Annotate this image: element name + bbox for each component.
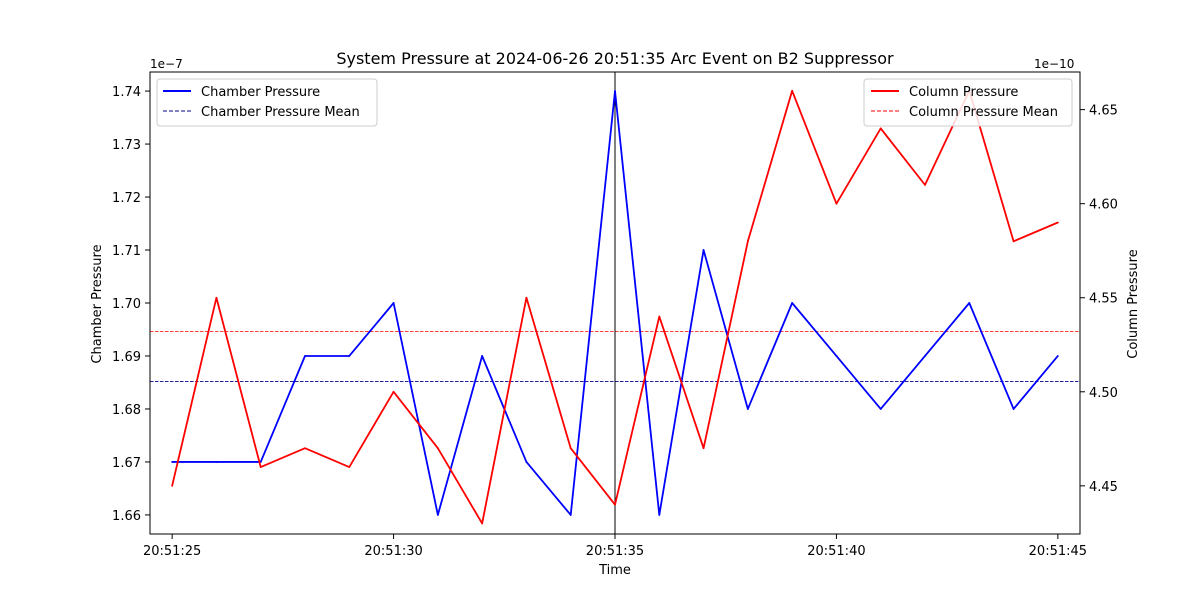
legend-label-chamber-pressure: Chamber Pressure [201, 85, 320, 100]
data-point-chamber-pressure [215, 461, 218, 463]
left-y-tick-label: 1.72 [112, 191, 141, 206]
right-y-tick-label: 4.60 [1089, 198, 1118, 213]
data-point-column-pressure [614, 503, 616, 506]
data-point-column-pressure [259, 466, 262, 468]
right-y-axis-label: Column Pressure [1126, 249, 1141, 358]
data-point-chamber-pressure [614, 90, 616, 92]
x-tick-label: 20:51:45 [1029, 544, 1087, 559]
data-point-column-pressure [746, 240, 749, 243]
data-point-chamber-pressure [481, 355, 484, 357]
right-y-tick-label: 4.50 [1089, 386, 1118, 401]
right-y-tick-label: 4.45 [1089, 480, 1118, 495]
data-point-chamber-pressure [658, 514, 661, 516]
data-point-chamber-pressure [304, 355, 306, 357]
right-y-tick-label: 4.65 [1089, 104, 1118, 119]
left-y-tick-label: 1.69 [112, 350, 141, 365]
data-point-chamber-pressure [746, 408, 749, 410]
data-point-chamber-pressure [171, 461, 174, 463]
data-point-chamber-pressure [348, 355, 351, 357]
left-y-tick-label: 1.73 [112, 138, 141, 153]
x-tick-label: 20:51:25 [143, 544, 201, 559]
data-point-column-pressure [879, 127, 882, 130]
legend-label-column-pressure-mean: Column Pressure Mean [909, 105, 1058, 120]
legend-label-chamber-pressure-mean: Chamber Pressure Mean [201, 105, 360, 120]
left-scale-label: 1e−7 [150, 57, 183, 71]
left-y-tick-label: 1.67 [112, 456, 141, 471]
left-y-tick-label: 1.68 [112, 403, 141, 418]
data-point-column-pressure [481, 522, 484, 525]
x-axis-label: Time [598, 563, 631, 578]
legend-left-frame [156, 78, 378, 127]
right-y-tick-label: 4.55 [1089, 292, 1118, 307]
x-tick-label: 20:51:30 [364, 544, 422, 559]
data-point-chamber-pressure [1012, 408, 1015, 410]
legend-right: Column Pressure Column Pressure Mean [863, 78, 1073, 127]
data-point-chamber-pressure [1056, 355, 1059, 357]
data-point-chamber-pressure [791, 302, 794, 304]
left-y-axis-label: Chamber Pressure [90, 244, 105, 363]
data-point-column-pressure [791, 89, 794, 92]
right-scale-label: 1e−10 [1034, 57, 1074, 71]
data-point-column-pressure [1056, 221, 1059, 224]
axes: 20:51:25 20:51:30 20:51:35 20:51:40 20:51:45… [112, 71, 1118, 559]
data-point-chamber-pressure [525, 461, 528, 463]
data-point-column-pressure [702, 447, 705, 450]
data-point-chamber-pressure [569, 514, 572, 516]
legend-right-frame [863, 78, 1073, 127]
legend-left: Chamber Pressure Chamber Pressure Mean [156, 78, 378, 127]
data-point-chamber-pressure [436, 514, 439, 516]
data-point-chamber-pressure [879, 408, 882, 410]
data-point-column-pressure [1012, 240, 1015, 243]
data-point-column-pressure [392, 390, 395, 393]
left-y-tick-label: 1.74 [112, 85, 141, 100]
left-y-tick-label: 1.70 [112, 297, 141, 312]
x-tick-label: 20:51:40 [807, 544, 865, 559]
legend-label-column-pressure: Column Pressure [909, 85, 1018, 100]
data-point-column-pressure [304, 447, 306, 450]
left-y-tick-label: 1.66 [112, 509, 141, 524]
data-point-column-pressure [171, 484, 174, 487]
data-point-chamber-pressure [924, 355, 926, 357]
left-y-tick-label: 1.71 [112, 244, 141, 259]
data-point-column-pressure [569, 447, 572, 450]
x-tick-label: 20:51:35 [586, 544, 644, 559]
plot-area [150, 72, 1080, 534]
data-point-column-pressure [658, 315, 661, 318]
data-point-column-pressure [835, 202, 838, 205]
data-point-chamber-pressure [392, 302, 395, 304]
data-point-chamber-pressure [835, 355, 838, 357]
data-point-column-pressure [348, 466, 351, 468]
data-point-chamber-pressure [968, 302, 971, 304]
data-point-column-pressure [525, 296, 528, 299]
data-point-column-pressure [215, 296, 218, 299]
data-point-chamber-pressure [702, 249, 705, 251]
data-point-column-pressure [924, 183, 926, 186]
data-point-column-pressure [436, 447, 439, 450]
chart-title: System Pressure at 2024-06-26 20:51:35 A… [336, 49, 894, 68]
